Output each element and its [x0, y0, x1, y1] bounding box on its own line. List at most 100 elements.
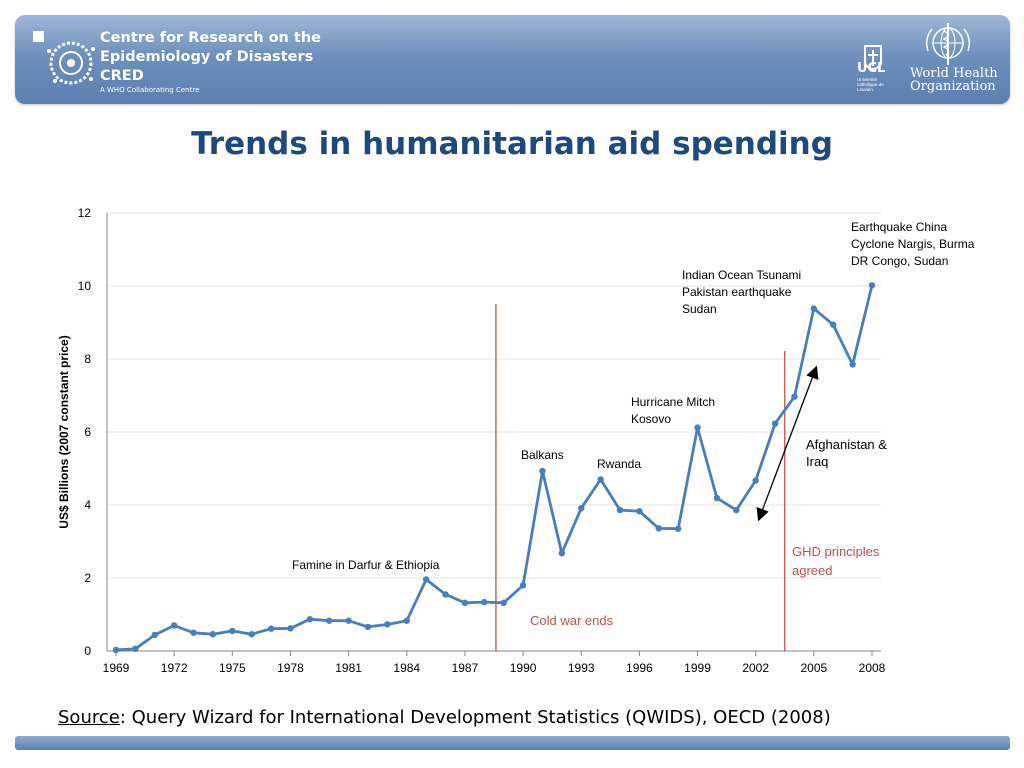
who-label: World Health Organization: [910, 67, 998, 93]
data-point: [384, 621, 391, 628]
event-annotation: DR Congo, Sudan: [851, 254, 948, 268]
data-point: [229, 627, 236, 635]
org-name-line1: Centre for Research on the: [100, 30, 322, 46]
data-point: [830, 321, 837, 328]
source-label: Source: [58, 707, 120, 728]
x-tick-label: 1984: [393, 661, 420, 675]
y-tick-label: 2: [84, 571, 91, 585]
x-tick-label: 1993: [568, 661, 595, 675]
data-point: [674, 525, 682, 532]
footer-bar: [15, 736, 1010, 750]
data-point: [306, 616, 314, 623]
data-point: [733, 506, 740, 514]
data-point: [442, 591, 449, 598]
data-point: [248, 631, 255, 638]
event-annotation: Indian Ocean Tsunami: [682, 268, 801, 282]
cred-logo-icon: [33, 31, 95, 85]
who-label-line1: World Health: [910, 66, 998, 81]
y-tick-label: 4: [84, 498, 91, 512]
data-point: [597, 476, 604, 483]
data-point: [578, 505, 585, 512]
data-point: [170, 622, 178, 629]
event-line-label: Cold war ends: [530, 613, 614, 628]
data-point: [558, 549, 566, 557]
y-tick-label: 8: [84, 352, 91, 366]
data-point: [151, 631, 158, 639]
org-name-line2: Epidemiology of Disasters: [100, 49, 314, 65]
who-label-line2: Organization: [910, 79, 996, 94]
x-tick-label: 1996: [626, 661, 653, 675]
x-tick-label: 1975: [219, 661, 246, 675]
x-tick-label: 1981: [335, 661, 362, 675]
data-point: [539, 467, 546, 475]
x-tick-label: 2008: [859, 661, 886, 675]
series-line: [115, 284, 874, 652]
slide-title: Trends in humanitarian aid spending: [191, 126, 833, 162]
data-point: [868, 282, 876, 289]
data-point: [849, 361, 856, 368]
event-annotation: Sudan: [682, 302, 717, 316]
data-point: [694, 424, 701, 431]
data-point: [655, 525, 662, 532]
y-axis-label: US$ Billions (2007 constant price): [57, 335, 71, 528]
data-point: [519, 582, 527, 589]
data-point: [422, 576, 430, 583]
y-tick-label: 0: [84, 644, 91, 658]
data-point: [403, 617, 410, 624]
data-point: [791, 393, 798, 400]
data-point: [461, 599, 469, 607]
header-banner: Centre for Research on the Epidemiology …: [15, 15, 1010, 104]
data-point: [132, 645, 139, 653]
event-annotation: Iraq: [806, 454, 828, 469]
x-tick-label: 1990: [510, 661, 537, 675]
x-tick-label: 1969: [103, 661, 130, 675]
data-point: [752, 477, 759, 484]
x-tick-label: 1987: [452, 661, 479, 675]
data-point: [616, 506, 624, 514]
event-annotation: Kosovo: [631, 412, 671, 426]
org-subtitle: A WHO Collaborating Centre: [100, 86, 200, 94]
growth-arrow: [756, 365, 819, 522]
x-tick-label: 1999: [684, 661, 711, 675]
data-point: [636, 508, 643, 515]
data-point: [112, 646, 120, 654]
org-name-line3: CRED: [100, 68, 144, 84]
event-annotation: Famine in Darfur & Ethiopia: [292, 558, 440, 572]
ucl-crest-icon: [864, 45, 882, 70]
source-text: : Query Wizard for International Develop…: [119, 707, 831, 728]
data-point: [190, 629, 197, 636]
data-point: [810, 305, 818, 312]
x-tick-label: 2005: [800, 661, 827, 675]
event-annotation: Hurricane Mitch: [631, 395, 715, 409]
y-tick-label: 6: [84, 425, 91, 439]
data-point: [364, 623, 372, 631]
source-citation: Source: Query Wizard for International D…: [58, 707, 831, 728]
data-point: [345, 617, 352, 624]
event-line-label: GHD principles: [792, 544, 880, 559]
event-annotation: Pakistan earthquake: [682, 285, 792, 299]
y-tick-label: 12: [78, 206, 92, 220]
data-point: [771, 420, 779, 427]
org-name: Centre for Research on the Epidemiology …: [100, 29, 321, 95]
y-tick-label: 10: [78, 279, 92, 293]
ucl-sub-label: Université catholique de Louvain: [857, 77, 884, 92]
data-point: [267, 625, 275, 632]
data-point: [500, 599, 507, 607]
data-point: [287, 625, 294, 632]
x-tick-label: 2002: [742, 661, 769, 675]
event-annotation: Balkans: [521, 448, 564, 462]
event-line-label: agreed: [792, 563, 832, 578]
event-annotation: Afghanistan &: [806, 437, 887, 452]
data-point: [209, 631, 217, 638]
ucl-label: UCL: [857, 61, 886, 76]
who-emblem-icon: [925, 23, 971, 65]
event-annotation: Earthquake China: [851, 220, 947, 234]
x-tick-label: 1972: [161, 661, 188, 675]
data-point: [326, 617, 333, 624]
x-tick-label: 1978: [277, 661, 304, 675]
event-annotation: Cyclone Nargis, Burma: [851, 237, 975, 251]
data-point: [713, 494, 721, 502]
data-point: [481, 598, 488, 606]
event-annotation: Rwanda: [597, 457, 641, 471]
